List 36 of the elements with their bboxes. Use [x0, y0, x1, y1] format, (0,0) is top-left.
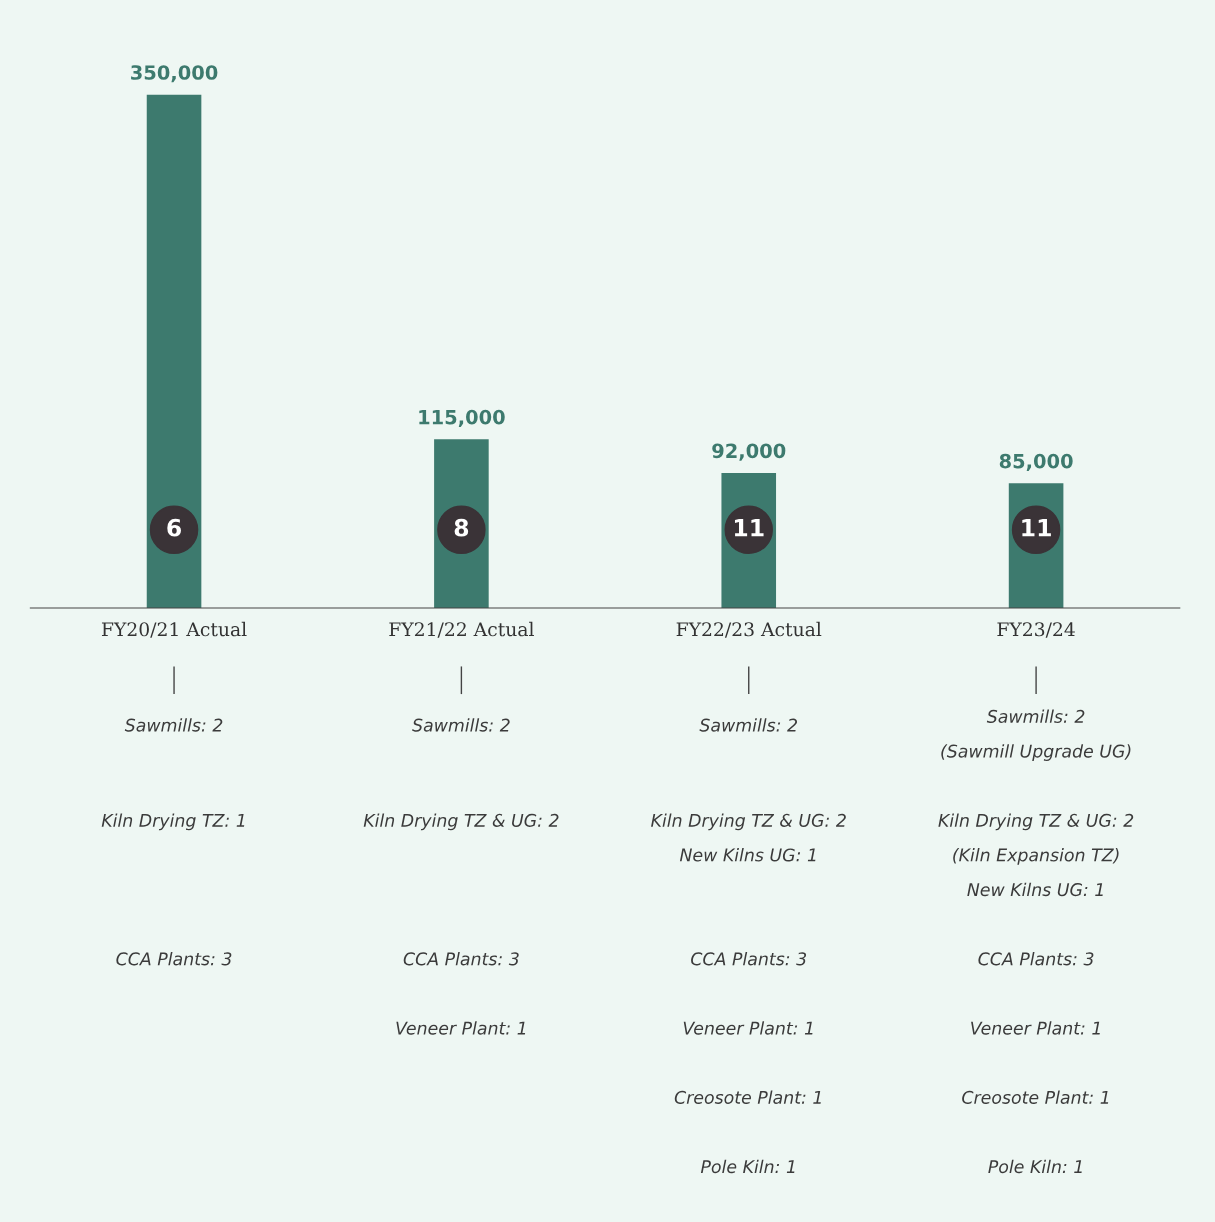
- x-tick-label: FY23/24: [997, 622, 1075, 638]
- x-tick-label: FY21/22 Actual: [389, 621, 534, 638]
- text: Kiln Drying TZ & UG: 2: [363, 813, 559, 831]
- text: Kiln Drying TZ & UG: 2: [651, 813, 846, 831]
- text: Pole Kiln: 1: [988, 1159, 1082, 1174]
- data-label: 115,000: [419, 409, 505, 427]
- annotation: 8: [454, 518, 469, 537]
- x-tick-label: FY22/23 Actual: [676, 621, 822, 638]
- text: Pole Kiln: 1: [700, 1159, 795, 1174]
- text: Kiln Drying TZ: 1: [101, 813, 245, 831]
- text: Sawmills: 2: [124, 718, 223, 732]
- x-tick-label: FY20/21 Actual: [101, 621, 247, 638]
- text: Creosote Plant: 1: [962, 1090, 1109, 1104]
- text: Creosote Plant: 1: [674, 1090, 821, 1104]
- text: Veneer Plant: 1: [971, 1021, 1100, 1035]
- text: New Kilns UG: 1: [679, 848, 816, 862]
- text: Veneer Plant: 1: [396, 1021, 526, 1035]
- annotation: 6: [167, 518, 181, 537]
- text: Sawmills: 2: [412, 718, 510, 732]
- text: CCA Plants: 3: [691, 951, 807, 966]
- text: CCA Plants: 3: [403, 951, 519, 966]
- text: Sawmills: 2: [986, 709, 1085, 723]
- text: New Kilns UG: 1: [967, 882, 1103, 897]
- annotation: 11: [734, 519, 764, 537]
- bar: [146, 94, 202, 608]
- annotation: 11: [1022, 519, 1051, 537]
- text: (Kiln Expansion TZ): [953, 848, 1119, 865]
- text: CCA Plants: 3: [116, 951, 232, 966]
- text: CCA Plants: 3: [978, 951, 1094, 966]
- text: Veneer Plant: 1: [683, 1021, 813, 1035]
- data-label: 92,000: [712, 443, 786, 461]
- data-label: 350,000: [131, 65, 218, 83]
- data-label: 85,000: [999, 453, 1073, 471]
- text: (Sawmill Upgrade UG): [941, 744, 1131, 761]
- text: Kiln Drying TZ & UG: 2: [938, 813, 1134, 831]
- text: Sawmills: 2: [699, 718, 798, 732]
